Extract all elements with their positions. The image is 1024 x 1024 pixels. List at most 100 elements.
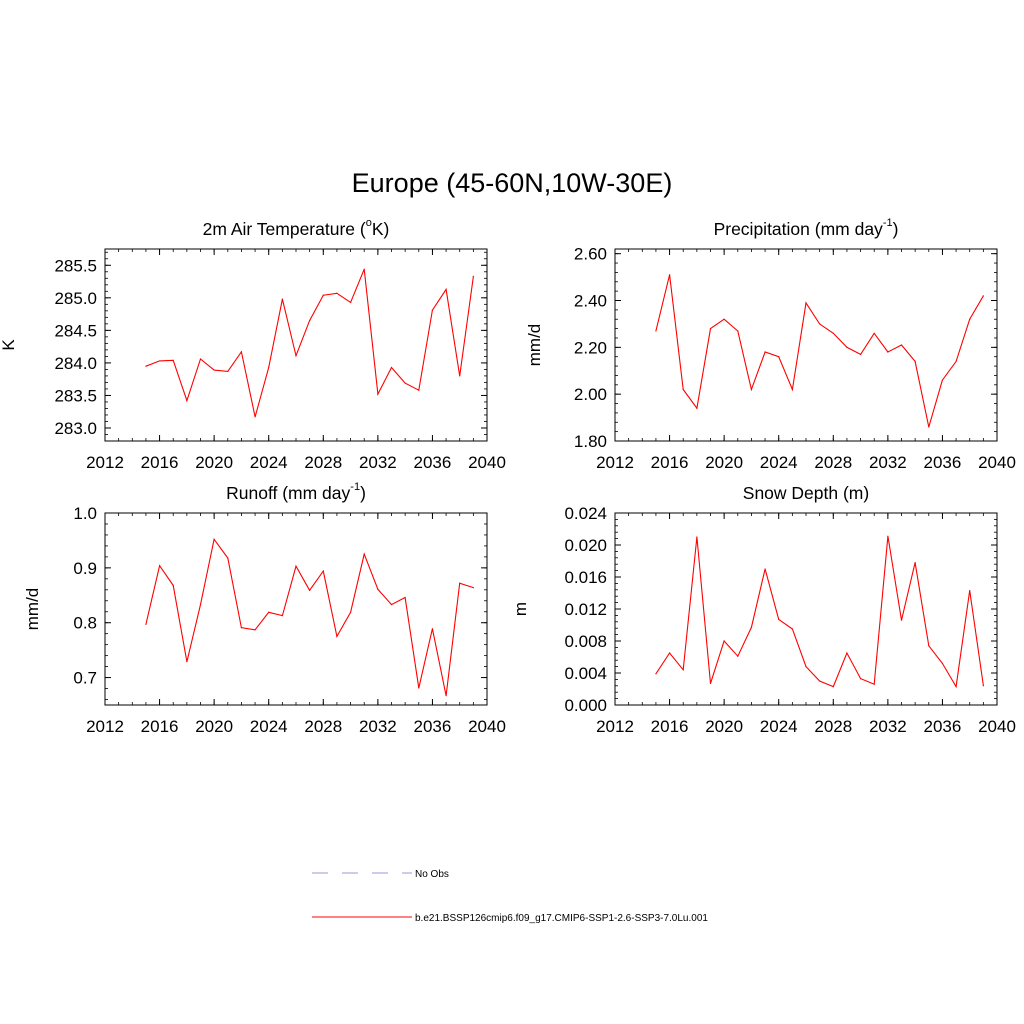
x-tick-label: 2028 <box>814 717 852 736</box>
data-point <box>254 416 256 418</box>
x-tick-label: 2036 <box>414 717 452 736</box>
data-point <box>158 565 161 567</box>
data-point <box>668 274 671 276</box>
y-tick-label: 0.8 <box>73 614 97 633</box>
data-point <box>336 635 338 638</box>
data-point <box>805 302 807 304</box>
data-point <box>227 557 229 559</box>
data-point <box>281 614 283 617</box>
x-tick-label: 2024 <box>760 717 798 736</box>
data-point <box>928 426 930 428</box>
data-point <box>240 627 243 629</box>
data-point <box>199 358 202 360</box>
plot-frame <box>614 512 998 706</box>
data-point <box>349 611 352 613</box>
data-point <box>145 365 147 367</box>
data-point <box>199 604 202 606</box>
data-point <box>859 353 862 355</box>
x-tick-label: 2032 <box>869 717 907 736</box>
data-point <box>445 695 447 697</box>
data-point <box>186 661 188 663</box>
data-point <box>682 388 684 391</box>
y-tick-label: 0.020 <box>564 536 607 555</box>
data-point <box>145 623 147 625</box>
data-point <box>459 375 461 377</box>
data-point <box>472 275 474 277</box>
data-point <box>941 662 944 665</box>
y-tick-label: 0.9 <box>73 559 97 578</box>
legend-item-0: No Obs <box>312 869 449 880</box>
data-point <box>295 355 297 357</box>
data-point <box>655 330 657 332</box>
y-tick-label: 0.000 <box>564 696 607 715</box>
y-tick-label: 0.012 <box>564 600 607 619</box>
data-point <box>928 645 930 647</box>
panel-title-temperature: 2m Air Temperature (oK) <box>202 217 390 239</box>
y-tick-label: 285.0 <box>54 289 97 308</box>
data-point <box>723 640 725 642</box>
data-point <box>819 680 821 682</box>
y-tick-label: 0.024 <box>564 504 607 523</box>
data-point <box>709 682 712 685</box>
data-point <box>213 538 215 540</box>
data-point <box>723 318 725 320</box>
data-point <box>227 370 229 372</box>
plot-frame <box>104 248 488 442</box>
data-point <box>281 298 283 300</box>
series-line <box>145 537 474 696</box>
series-line <box>655 536 984 689</box>
panel-0: 2012 2016 2020 2024 2028 2032 2036 2040 283.0 283… <box>0 248 506 472</box>
data-point <box>805 666 807 668</box>
y-axis-label: K <box>0 339 18 351</box>
data-point <box>737 330 739 332</box>
data-point <box>390 366 393 369</box>
data-point <box>791 628 793 630</box>
data-point <box>737 655 739 657</box>
data-point <box>158 360 161 362</box>
data-point <box>914 562 916 564</box>
x-tick-label: 2032 <box>359 453 397 472</box>
data-point <box>750 626 753 629</box>
y-tick-label: 284.0 <box>54 354 97 373</box>
y-axis-label: mm/d <box>525 324 544 367</box>
x-tick-label: 2036 <box>924 453 962 472</box>
data-point <box>955 686 957 688</box>
y-tick-label: 0.7 <box>73 669 97 688</box>
data-point <box>213 369 215 371</box>
legend-label: No Obs <box>415 869 449 880</box>
data-point <box>778 356 780 358</box>
data-point <box>696 407 698 409</box>
x-tick-label: 2016 <box>141 453 179 472</box>
x-tick-label: 2036 <box>924 717 962 736</box>
data-point <box>390 604 393 606</box>
data-point <box>322 294 324 296</box>
y-tick-label: 2.20 <box>574 338 607 357</box>
data-point <box>431 309 434 311</box>
data-point <box>832 686 834 688</box>
data-point <box>969 318 971 320</box>
panel-title-precipitation: Precipitation (mm day-1) <box>713 217 899 239</box>
data-point <box>914 360 916 362</box>
x-tick-label: 2040 <box>468 717 506 736</box>
data-point <box>404 596 406 599</box>
y-tick-label: 1.0 <box>73 504 97 523</box>
data-point <box>655 673 657 675</box>
data-point <box>363 268 365 270</box>
y-tick-label: 0.016 <box>564 568 607 587</box>
data-point <box>873 683 875 685</box>
y-tick-label: 2.00 <box>574 385 607 404</box>
x-tick-label: 2028 <box>814 453 852 472</box>
x-tick-label: 2028 <box>304 453 342 472</box>
x-tick-label: 2036 <box>414 453 452 472</box>
data-point <box>404 382 406 384</box>
y-tick-label: 2.60 <box>574 245 607 264</box>
x-tick-label: 2032 <box>869 453 907 472</box>
plot-frame <box>614 248 998 442</box>
x-tick-label: 2040 <box>468 453 506 472</box>
x-tick-label: 2016 <box>141 717 179 736</box>
data-point <box>969 590 971 592</box>
data-point <box>336 292 338 294</box>
y-tick-label: 284.5 <box>54 321 97 340</box>
y-tick-label: 283.0 <box>54 419 97 438</box>
